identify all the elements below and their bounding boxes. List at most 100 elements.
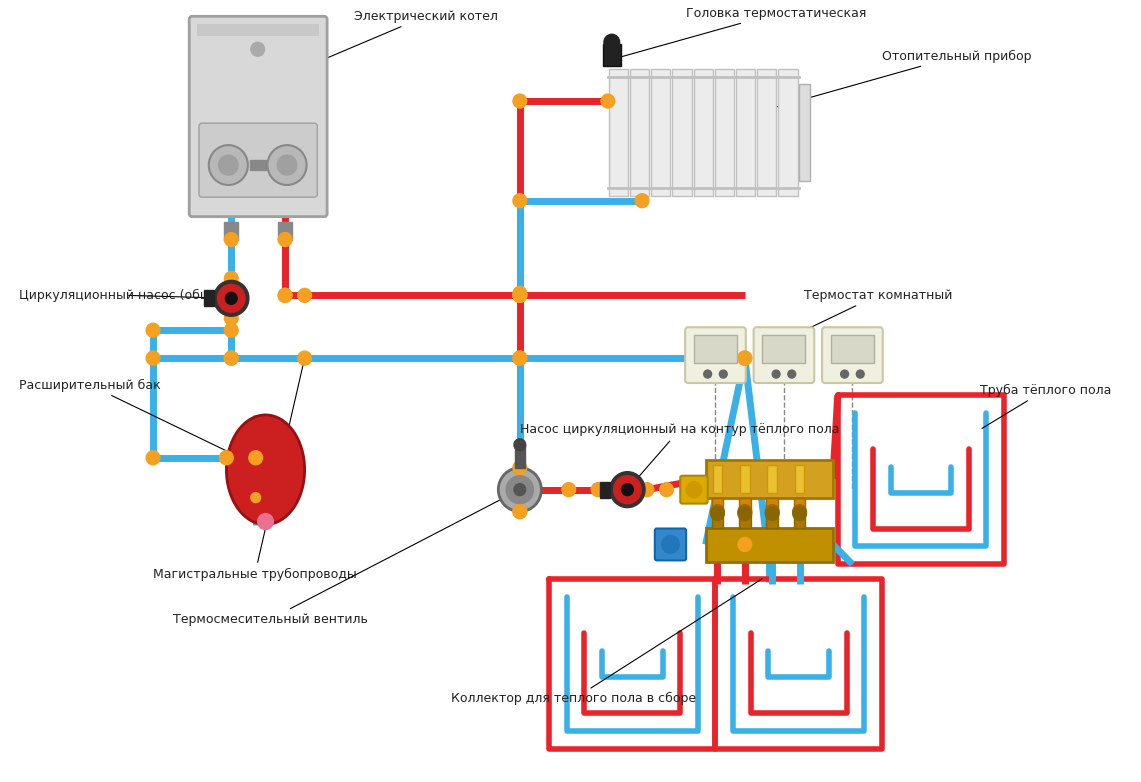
Bar (672, 69, 691, 196)
Bar (739, 514, 751, 528)
Circle shape (561, 482, 575, 497)
Bar (767, 514, 778, 528)
Circle shape (146, 351, 160, 365)
Text: Труба тёплого пола: Труба тёплого пола (980, 383, 1111, 429)
Circle shape (277, 155, 297, 175)
Bar (600, 482, 609, 497)
Circle shape (591, 482, 605, 497)
Bar (799, 84, 810, 181)
Circle shape (662, 536, 679, 554)
Circle shape (298, 289, 311, 303)
Bar (794, 497, 806, 511)
Text: Расширительный бак: Расширительный бак (19, 378, 262, 468)
Circle shape (267, 145, 307, 185)
Circle shape (659, 482, 673, 497)
Bar (705, 528, 833, 562)
FancyBboxPatch shape (189, 16, 327, 217)
Circle shape (507, 475, 534, 504)
Circle shape (278, 289, 292, 303)
Bar (712, 497, 723, 511)
Circle shape (209, 145, 248, 185)
Bar (694, 335, 737, 363)
Circle shape (218, 285, 245, 312)
Circle shape (841, 370, 849, 378)
Circle shape (513, 289, 527, 303)
Text: Головка термостатическая: Головка термостатическая (615, 7, 866, 59)
Text: Электрический котел: Электрический котел (326, 10, 497, 58)
Circle shape (278, 289, 292, 303)
Circle shape (219, 450, 233, 465)
Circle shape (793, 504, 807, 518)
Bar (225, 221, 238, 239)
Circle shape (258, 514, 274, 529)
Circle shape (225, 271, 238, 285)
Circle shape (601, 482, 615, 497)
Circle shape (225, 232, 238, 246)
Circle shape (225, 323, 238, 337)
Bar (714, 69, 734, 196)
FancyBboxPatch shape (655, 529, 686, 561)
Circle shape (298, 351, 311, 365)
Circle shape (738, 507, 752, 521)
Circle shape (604, 34, 620, 50)
Circle shape (513, 461, 527, 475)
Circle shape (601, 94, 615, 108)
Circle shape (787, 370, 795, 378)
Bar (767, 465, 777, 493)
Text: Циркуляционный насос (общий): Циркуляционный насос (общий) (19, 289, 233, 302)
Text: Термосмесительный вентиль: Термосмесительный вентиль (172, 491, 517, 626)
Circle shape (766, 504, 779, 518)
Circle shape (704, 370, 712, 378)
Circle shape (249, 450, 262, 465)
Circle shape (711, 507, 725, 521)
Ellipse shape (226, 415, 305, 525)
Circle shape (513, 286, 527, 300)
Bar (705, 460, 833, 497)
Text: Магистральные трубопроводы: Магистральные трубопроводы (153, 361, 357, 581)
Bar (602, 45, 621, 66)
Circle shape (225, 351, 238, 365)
Bar (736, 69, 755, 196)
FancyBboxPatch shape (685, 327, 746, 383)
Circle shape (219, 155, 238, 175)
Circle shape (738, 504, 752, 518)
FancyBboxPatch shape (823, 327, 883, 383)
Circle shape (689, 482, 703, 497)
Circle shape (622, 484, 633, 496)
Bar (739, 465, 750, 493)
FancyBboxPatch shape (753, 327, 815, 383)
Circle shape (857, 370, 864, 378)
Bar (694, 69, 713, 196)
Bar (278, 221, 292, 239)
Circle shape (146, 323, 160, 337)
Text: Коллектор для теплого пола в сборе: Коллектор для теплого пола в сборе (452, 579, 762, 705)
Bar (778, 69, 798, 196)
Circle shape (513, 289, 527, 303)
Bar (758, 69, 776, 196)
Circle shape (513, 94, 527, 108)
Circle shape (513, 351, 527, 365)
Circle shape (738, 351, 752, 365)
Bar (630, 69, 649, 196)
Circle shape (640, 482, 654, 497)
Bar (767, 497, 778, 511)
Circle shape (614, 475, 641, 504)
Circle shape (738, 351, 752, 365)
Bar (609, 69, 628, 196)
Circle shape (513, 194, 527, 208)
Text: Термостат комнатный: Термостат комнатный (786, 289, 952, 339)
FancyBboxPatch shape (680, 475, 707, 504)
Circle shape (636, 194, 649, 208)
FancyBboxPatch shape (199, 124, 317, 197)
Bar (712, 465, 722, 493)
Bar (762, 335, 806, 363)
Circle shape (793, 507, 807, 521)
Circle shape (711, 504, 725, 518)
Circle shape (686, 482, 702, 497)
Circle shape (609, 472, 645, 508)
Circle shape (251, 493, 260, 503)
Bar (712, 514, 723, 528)
Circle shape (738, 537, 752, 551)
Text: Насос циркуляционный на контур тёплого пола: Насос циркуляционный на контур тёплого п… (520, 423, 840, 487)
Bar (197, 24, 319, 36)
